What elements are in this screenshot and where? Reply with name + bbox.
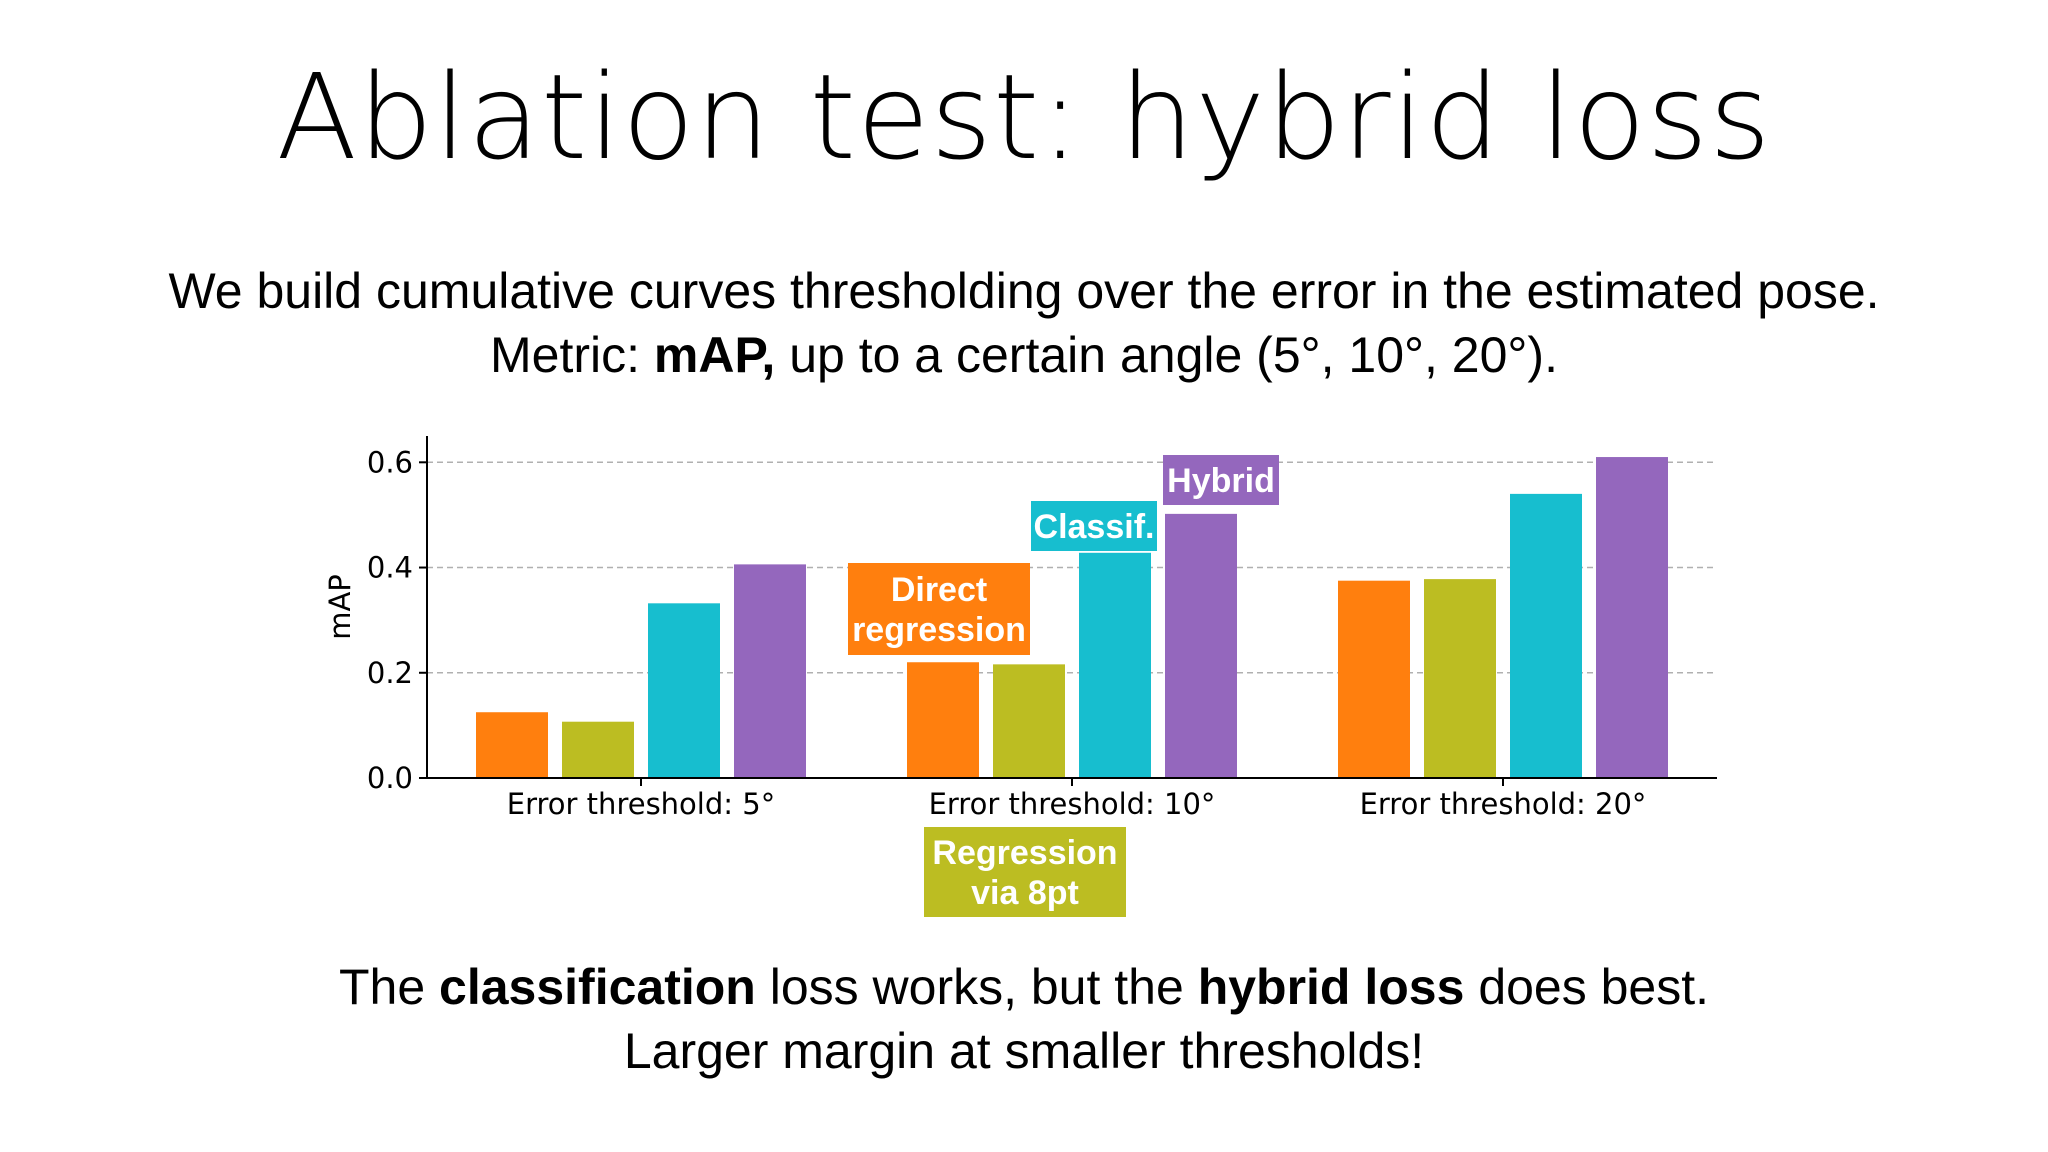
y-axis-label: mAP — [323, 574, 357, 640]
conclusion-text-a: The — [338, 959, 440, 1015]
callout-label: Classif. — [1034, 508, 1155, 546]
y-tick-label: 0.0 — [367, 761, 413, 795]
y-tick-label: 0.4 — [367, 551, 413, 585]
conclusion-line-1: The classification loss works, but the h… — [0, 958, 2048, 1016]
callout-label: Hybrid — [1167, 462, 1275, 500]
slide-title: Ablation test: hybrid loss — [276, 48, 1772, 186]
bar-direct-regression-2 — [907, 662, 979, 778]
subtitle-line-2-suffix: up to a certain angle (5°, 10°, 20°). — [775, 327, 1558, 383]
bar-regression-via-8pt-2 — [993, 664, 1065, 778]
bar-hybrid-2 — [1165, 513, 1237, 778]
bar-classif--3 — [1510, 493, 1582, 778]
bar-regression-via-8pt-1 — [562, 721, 634, 778]
bar-hybrid-1 — [734, 564, 806, 778]
conclusion-text-c: loss works, but the — [755, 959, 1198, 1015]
conclusion-text-e: does best. — [1464, 959, 1710, 1015]
callout-box-1 — [848, 563, 1030, 655]
conclusion-bold-hybrid-loss: hybrid loss — [1197, 959, 1465, 1015]
callout-label: via 8pt — [971, 874, 1079, 912]
callout-label: regression — [852, 611, 1026, 649]
subtitle-line-2: Metric: mAP, up to a certain angle (5°, … — [0, 326, 2048, 384]
conclusion-line-2: Larger margin at smaller thresholds! — [623, 1023, 1425, 1079]
bar-direct-regression-3 — [1338, 580, 1410, 778]
callout-label: Regression — [932, 834, 1117, 872]
x-tick-label: Error threshold: 20° — [1360, 787, 1647, 821]
callout-label: Direct — [891, 571, 987, 609]
y-tick-label: 0.2 — [367, 656, 413, 690]
x-tick-label: Error threshold: 10° — [929, 787, 1216, 821]
subtitle-line-2-bold: mAP, — [653, 327, 776, 383]
x-tick-label: Error threshold: 5° — [507, 787, 775, 821]
subtitle-line-2-prefix: Metric: — [490, 327, 654, 383]
y-tick-label: 0.6 — [367, 445, 413, 479]
bar-regression-via-8pt-3 — [1424, 579, 1496, 778]
callout-box-2 — [924, 827, 1126, 917]
bar-direct-regression-1 — [476, 712, 548, 778]
callout-box-3 — [1031, 501, 1157, 551]
conclusion-bold-classification: classification — [439, 959, 756, 1015]
bar-hybrid-3 — [1596, 457, 1668, 778]
subtitle-line-1: We build cumulative curves thresholding … — [168, 263, 1880, 319]
bar-classif--1 — [648, 603, 720, 778]
bar-classif--2 — [1079, 552, 1151, 778]
callout-box-4 — [1163, 455, 1279, 505]
